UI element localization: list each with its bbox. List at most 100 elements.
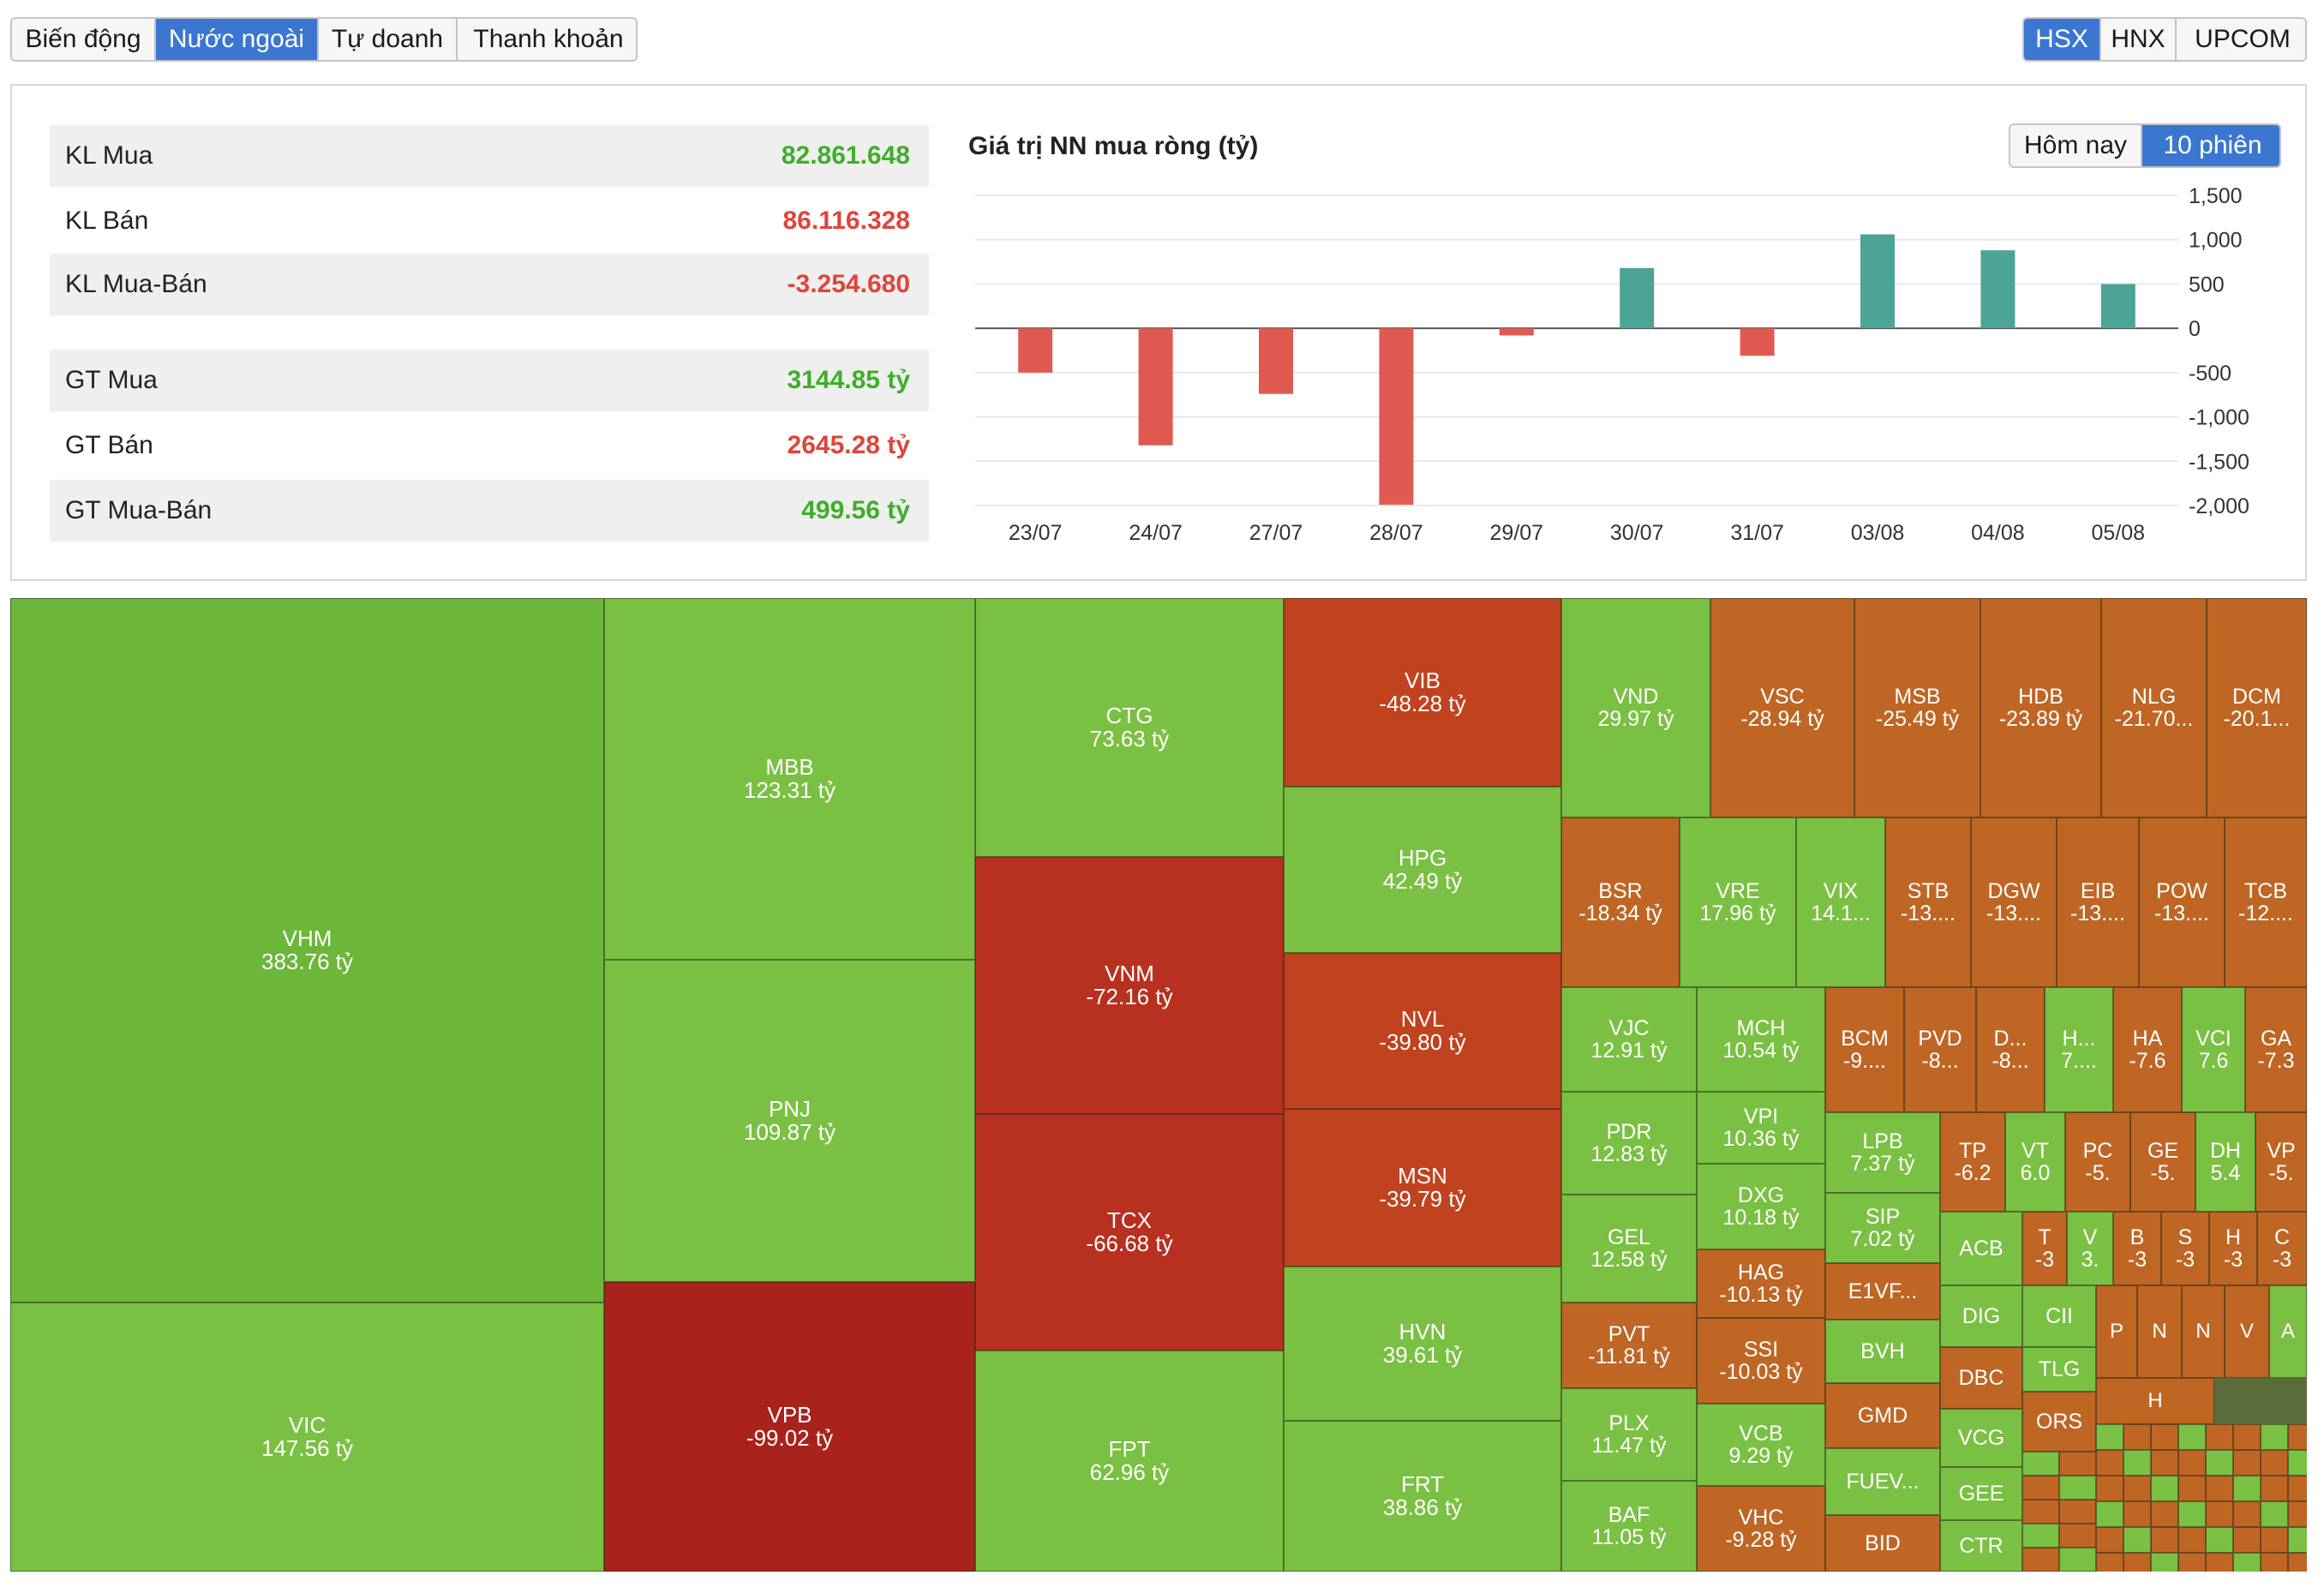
treemap-small-cell[interactable] (2059, 1476, 2096, 1500)
treemap-small-cell[interactable] (2206, 1501, 2233, 1527)
treemap-cell[interactable]: VRE 17.96 tỷ (1680, 817, 1796, 987)
treemap-cell[interactable]: HA -7.6 (2113, 987, 2182, 1112)
treemap-cell[interactable]: S -3 (2161, 1212, 2209, 1285)
treemap-cell[interactable]: PC -5. (2065, 1112, 2130, 1212)
treemap-cell[interactable]: VHM 383.76 tỷ (10, 598, 604, 1303)
treemap-small-cell[interactable] (2178, 1553, 2206, 1572)
treemap-small-cell[interactable] (2178, 1424, 2206, 1450)
treemap-cell[interactable]: NVL -39.80 tỷ (1284, 953, 1561, 1109)
treemap-cell[interactable]: VND 29.97 tỷ (1561, 598, 1710, 817)
treemap-small-cell[interactable] (2151, 1476, 2178, 1501)
treemap-cell[interactable]: VSC -28.94 tỷ (1710, 598, 1854, 817)
treemap-small-cell[interactable] (2151, 1553, 2178, 1572)
treemap-small-cell[interactable] (2288, 1476, 2307, 1501)
treemap-small-cell[interactable] (2288, 1450, 2307, 1476)
treemap-small-cell[interactable] (2233, 1450, 2261, 1476)
treemap-small-cell[interactable] (2261, 1501, 2288, 1527)
treemap-cell[interactable]: GA -7.3 (2245, 987, 2307, 1112)
treemap-small-cell[interactable] (2206, 1424, 2233, 1450)
treemap-small-cell[interactable] (2123, 1476, 2151, 1501)
treemap-cell[interactable]: DXG 10.18 tỷ (1697, 1164, 1825, 1249)
treemap-cell[interactable]: HPG 42.49 tỷ (1284, 787, 1561, 953)
treemap-cell[interactable]: GEL 12.58 tỷ (1561, 1195, 1697, 1303)
treemap-small-cell[interactable] (2233, 1501, 2261, 1527)
treemap-small-cell[interactable] (2151, 1424, 2178, 1450)
exchange-hsx[interactable]: HSX (2024, 19, 2101, 60)
treemap-cell[interactable]: C -3 (2257, 1212, 2307, 1285)
period-10-sessions-button[interactable]: 10 phiên (2142, 125, 2279, 166)
treemap-small-cell[interactable] (2096, 1476, 2123, 1501)
treemap-small-cell[interactable] (2059, 1524, 2096, 1548)
treemap-cell[interactable]: BID (1825, 1515, 1940, 1572)
treemap-cell[interactable]: PVT -11.81 tỷ (1561, 1303, 1697, 1388)
treemap-cell[interactable]: FUEV... (1825, 1448, 1940, 1515)
treemap-small-cell[interactable] (2123, 1424, 2151, 1450)
treemap-cell[interactable]: FRT 38.86 tỷ (1284, 1421, 1561, 1572)
treemap-cell[interactable]: H... 7.... (2045, 987, 2113, 1112)
treemap-cell[interactable]: FPT 62.96 tỷ (975, 1350, 1284, 1572)
treemap-cell[interactable]: ACB (1940, 1212, 2022, 1285)
treemap-cell[interactable]: DIG (1940, 1285, 2022, 1347)
treemap-cell[interactable]: GMD (1825, 1383, 1940, 1448)
tab-nuoc-ngoai[interactable]: Nước ngoài (156, 19, 319, 60)
treemap-cell[interactable]: CTR (1940, 1520, 2022, 1572)
treemap-small-cell[interactable] (2233, 1476, 2261, 1501)
treemap-small-cell[interactable] (2178, 1501, 2206, 1527)
treemap-cell[interactable]: VP -5. (2255, 1112, 2307, 1212)
treemap-cell[interactable]: DH 5.4 (2195, 1112, 2255, 1212)
treemap-cell[interactable]: PLX 11.47 tỷ (1561, 1388, 1697, 1481)
treemap-cell[interactable]: PNJ 109.87 tỷ (604, 960, 975, 1282)
treemap-small-cell[interactable] (2261, 1424, 2288, 1450)
tab-bien-dong[interactable]: Biến động (12, 19, 156, 60)
treemap-cell[interactable]: STB -13.... (1885, 817, 1971, 987)
treemap-small-cell[interactable] (2233, 1527, 2261, 1553)
treemap-cell[interactable]: MSB -25.49 tỷ (1854, 598, 1980, 817)
treemap-cell[interactable]: B -3 (2113, 1212, 2161, 1285)
treemap-cell[interactable]: ORS (2022, 1392, 2096, 1452)
treemap-cell[interactable]: TLG (2022, 1347, 2096, 1392)
treemap-cell[interactable]: T -3 (2022, 1212, 2067, 1285)
treemap-small-cell[interactable] (2096, 1450, 2123, 1476)
treemap-cell[interactable]: E1VF... (1825, 1263, 1940, 1320)
treemap-small-cell[interactable] (2261, 1553, 2288, 1572)
treemap-cell[interactable]: N (2182, 1285, 2225, 1378)
treemap-small-cell[interactable] (2233, 1424, 2261, 1450)
treemap-cell[interactable]: VPI 10.36 tỷ (1697, 1092, 1825, 1164)
treemap-small-cell[interactable] (2096, 1501, 2123, 1527)
treemap-cell[interactable]: H (2096, 1378, 2214, 1424)
treemap-cell[interactable]: HAG -10.13 tỷ (1697, 1249, 1825, 1318)
treemap-cell[interactable]: VCB 9.29 tỷ (1697, 1404, 1825, 1486)
treemap-cell[interactable]: PVD -8... (1904, 987, 1976, 1112)
treemap-cell[interactable]: GEE (1940, 1467, 2022, 1520)
treemap-cell[interactable]: NLG -21.70... (2101, 598, 2207, 817)
treemap-cell[interactable]: V 3. (2067, 1212, 2113, 1285)
treemap-cell[interactable]: VCI 7.6 (2182, 987, 2245, 1112)
period-today-button[interactable]: Hôm nay (2010, 125, 2142, 166)
treemap-cell[interactable]: N (2137, 1285, 2182, 1378)
treemap-cell[interactable]: VCG (1940, 1409, 2022, 1467)
treemap-cell[interactable]: DBC (1940, 1347, 2022, 1409)
treemap-small-cell[interactable] (2059, 1500, 2096, 1524)
treemap-small-cell[interactable] (2059, 1548, 2096, 1572)
treemap-cell[interactable]: DCM -20.1... (2207, 598, 2307, 817)
treemap-cell[interactable]: BAF 11.05 tỷ (1561, 1481, 1697, 1572)
treemap-cell[interactable]: DGW -13.... (1971, 817, 2057, 987)
treemap-small-cell[interactable] (2022, 1476, 2059, 1500)
exchange-upcom[interactable]: UPCOM (2177, 19, 2305, 60)
treemap-cell[interactable]: MSN -39.79 tỷ (1284, 1109, 1561, 1267)
treemap-small-cell[interactable] (2151, 1527, 2178, 1553)
treemap-small-cell[interactable] (2123, 1450, 2151, 1476)
treemap-cell[interactable]: TCB -12.... (2225, 817, 2307, 987)
treemap-cell[interactable]: VIB -48.28 tỷ (1284, 598, 1561, 787)
treemap-cell[interactable]: TP -6.2 (1940, 1112, 2005, 1212)
treemap-cell[interactable]: BCM -9.... (1825, 987, 1904, 1112)
treemap-cell[interactable]: PDR 12.83 tỷ (1561, 1092, 1697, 1195)
treemap-small-cell[interactable] (2206, 1450, 2233, 1476)
treemap-small-cell[interactable] (2288, 1501, 2307, 1527)
treemap-small-cell[interactable] (2178, 1476, 2206, 1501)
treemap-cell[interactable]: SIP 7.02 tỷ (1825, 1193, 1940, 1263)
treemap-small-cell[interactable] (2022, 1452, 2059, 1476)
tab-thanh-khoan[interactable]: Thanh khoản (458, 19, 636, 60)
treemap-cell[interactable]: A (2269, 1285, 2307, 1378)
treemap-cell[interactable]: H -3 (2209, 1212, 2257, 1285)
